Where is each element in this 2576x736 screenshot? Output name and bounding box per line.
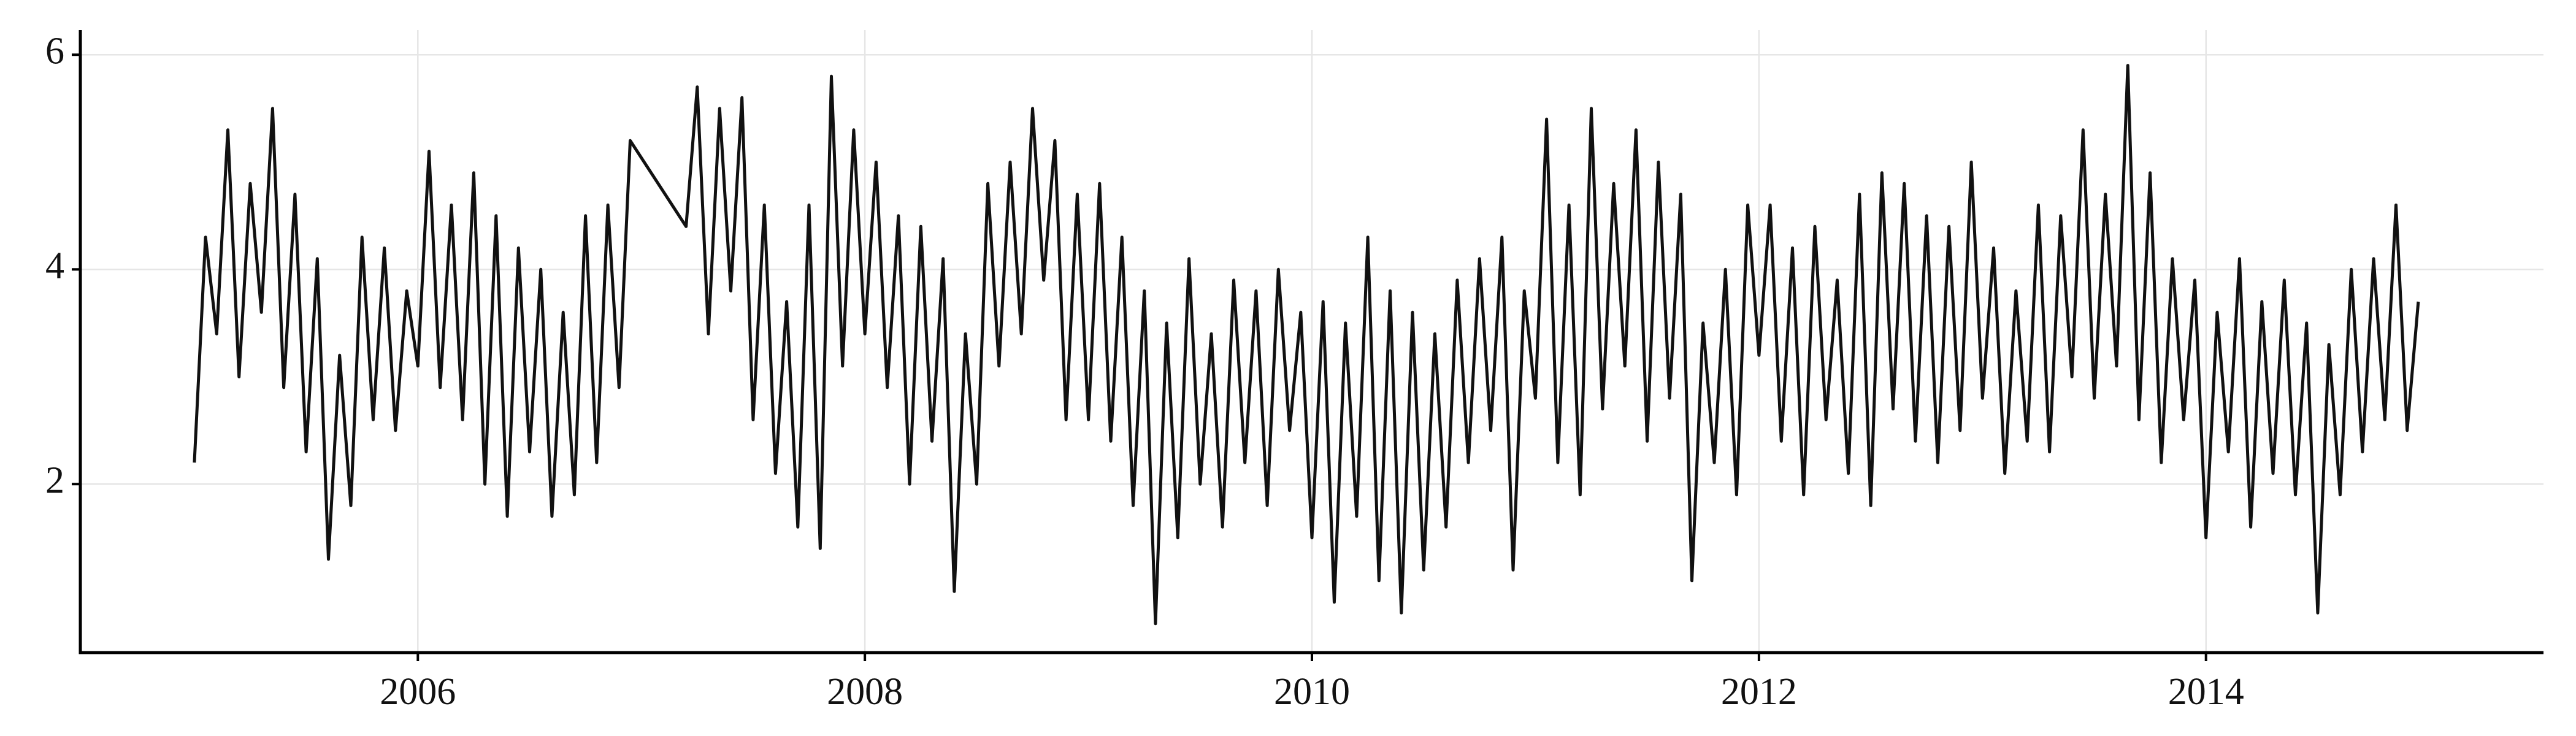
y-tick-label: 6 (45, 30, 64, 72)
x-tick-label: 2008 (827, 671, 903, 713)
data-line (193, 64, 2420, 626)
y-tick-label: 4 (45, 245, 64, 286)
x-tick-label: 2014 (2168, 671, 2244, 713)
x-tick-label: 2006 (380, 671, 456, 713)
x-tick-label: 2012 (1721, 671, 1797, 713)
y-tick-label: 2 (45, 459, 64, 501)
x-tick-label: 2010 (1274, 671, 1350, 713)
